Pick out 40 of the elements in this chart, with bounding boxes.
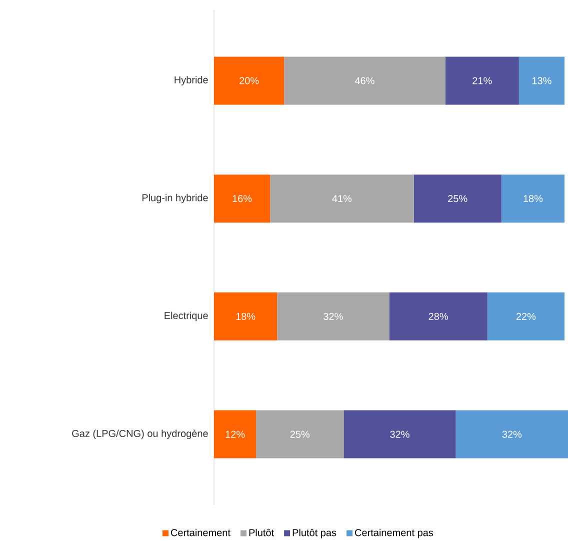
legend-label: Plutôt: [249, 528, 274, 536]
data-label: 32%: [502, 430, 522, 438]
bar: [344, 410, 456, 458]
bar: [214, 410, 256, 458]
bar: [414, 174, 502, 223]
data-label: 22%: [516, 312, 536, 320]
bar: [456, 410, 568, 458]
bar: [284, 56, 446, 105]
data-label: 25%: [448, 195, 468, 202]
bar: [214, 174, 270, 223]
data-label: 18%: [236, 312, 256, 320]
bar: [214, 292, 278, 340]
bar: [389, 292, 488, 340]
y-tick-label: Plug-in hybride: [142, 194, 208, 204]
legend-label: Certainement pas: [355, 528, 434, 538]
bar: [256, 410, 344, 458]
bar: [518, 56, 564, 105]
y-tick-label: Electrique: [164, 312, 208, 322]
bar: [270, 174, 414, 223]
bar: [501, 174, 564, 223]
bar: [487, 292, 564, 340]
data-label: 21%: [472, 77, 492, 84]
data-label: 32%: [324, 312, 343, 320]
bar: [445, 56, 519, 105]
data-label: 16%: [232, 195, 252, 202]
bar: [214, 56, 284, 105]
data-label: 32%: [390, 430, 410, 438]
data-label: 13%: [532, 77, 552, 84]
bar: [277, 292, 390, 340]
data-label: 28%: [428, 312, 448, 320]
y-tick-label: Gaz (LPG/CNG) ou hydrogène: [72, 430, 208, 440]
data-label: 46%: [354, 77, 374, 84]
data-label: 25%: [290, 430, 310, 438]
data-label: 18%: [524, 195, 543, 202]
data-label: 12%: [226, 430, 245, 438]
data-label: 41%: [332, 195, 352, 202]
data-label: 20%: [240, 77, 259, 84]
y-tick-label: Hybride: [174, 76, 208, 86]
legend-label: Plutôt pas: [292, 528, 336, 538]
legend-label: Certainement: [171, 528, 230, 536]
